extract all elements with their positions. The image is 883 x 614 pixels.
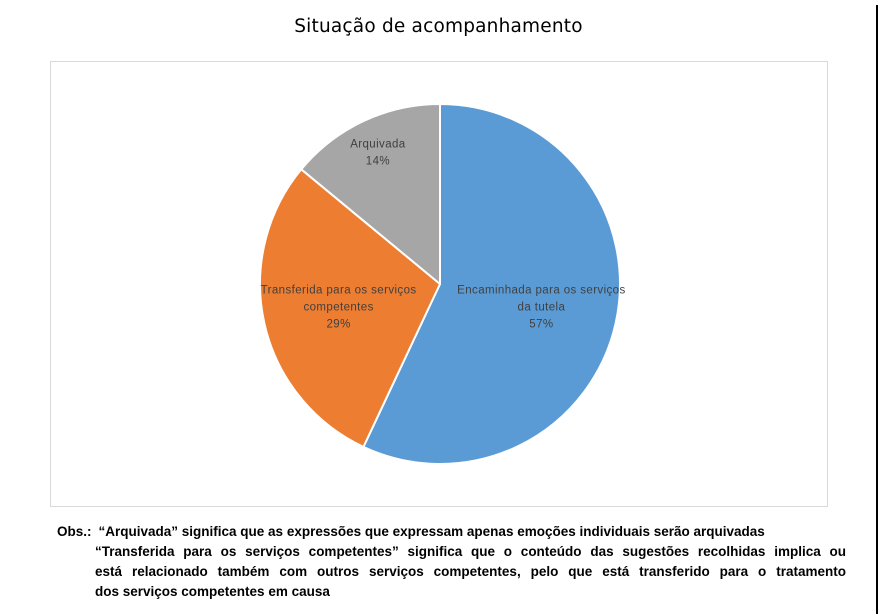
pie-slice-label-3: Arquivada 14%	[350, 139, 406, 168]
note-line: dos serviços competentes em causa	[95, 584, 330, 599]
note-obs-label: Obs.:	[57, 524, 92, 539]
page-right-border-line	[876, 5, 878, 614]
pie-chart: Encaminhada para os serviços da tutela 57%…	[259, 103, 625, 465]
note-line: “Transferida para os serviços competente…	[95, 544, 846, 559]
chart-plot-area: Encaminhada para os serviços da tutela 57%…	[50, 61, 828, 507]
note-line-text: “Arquivada” significa que as expressões …	[98, 524, 765, 539]
pie-slice-label-1: Encaminhada para os serviços da tutela 57%	[457, 285, 625, 331]
pie-slice-1	[362, 103, 621, 465]
note-line: Obs.: “Arquivada” significa que as expres…	[57, 522, 846, 542]
pie-slice-label-2: Transferida para os serviços competentes 2…	[261, 285, 417, 331]
pie-slice-3	[300, 103, 441, 285]
note-line: está relacionado também com outros servi…	[95, 564, 846, 579]
note-paragraph: Obs.: “Arquivada” significa que as expres…	[57, 522, 846, 602]
pie-slice-2	[259, 168, 441, 448]
chart-title: Situação de acompanhamento	[294, 16, 583, 37]
